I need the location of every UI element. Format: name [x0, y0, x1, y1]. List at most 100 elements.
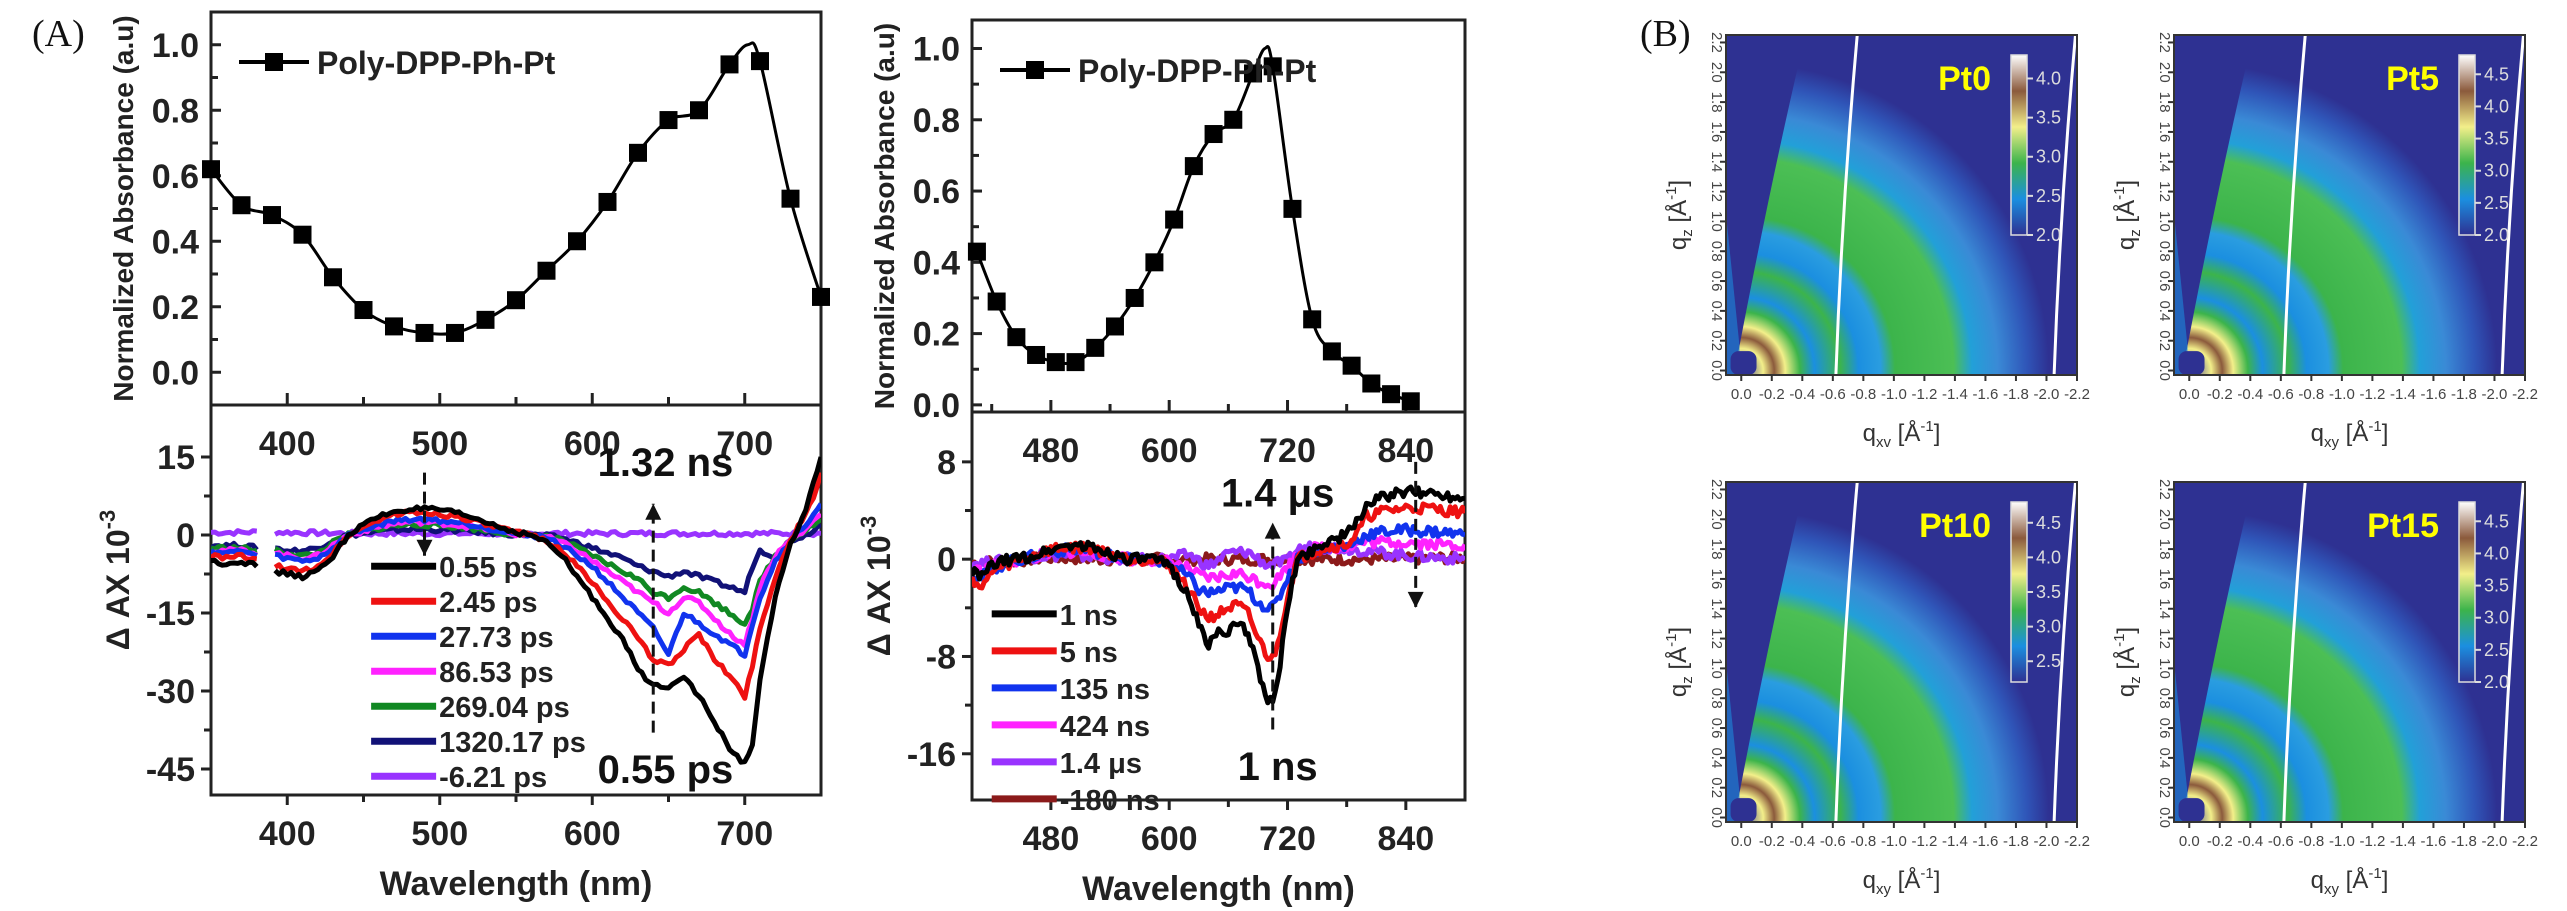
detector-gap-line [2052, 35, 2077, 375]
panel-a-label: (A) [32, 13, 85, 55]
data-point-marker [1184, 157, 1203, 176]
heatmap-frame [2173, 481, 2526, 823]
chart-abs-middle: 0.0 0.2 0.4 0.6 0.8 1.0 Normalized Absorbance … [869, 18, 1467, 470]
x-tick-label: -1.2 [1911, 833, 1937, 850]
colorbar-tick-label: 4.5 [2484, 64, 2509, 84]
series-line [972, 484, 1465, 706]
x-axis-label: qxy [Å-1] [2311, 865, 2389, 898]
x-tick-label: 0.0 [1731, 386, 1752, 403]
heatmap-label: Pt5 [2386, 60, 2439, 98]
y-tick-label: -16 [907, 736, 956, 774]
y-tick-label: 1.8 [1708, 539, 1725, 560]
detector-gap-line [1834, 35, 1859, 375]
x-tick-label: -1.4 [1942, 386, 1968, 403]
data-point-marker [1322, 342, 1341, 361]
heatmap-frame [2173, 34, 2526, 376]
colorbar-tick-label: 2.0 [2484, 672, 2509, 692]
data-point-marker [1027, 345, 1046, 364]
y-tick-label: 1.0 [913, 31, 960, 69]
series-line [211, 543, 258, 554]
colorbar-tick-label: 3.0 [2484, 161, 2509, 181]
x-tick-label: -0.8 [1850, 833, 1876, 850]
y-tick-label: 1.8 [1708, 92, 1725, 113]
x-tick-label: -2.2 [2512, 386, 2538, 403]
x-tick-label: 720 [1259, 820, 1316, 858]
y-tick-label: 1.6 [1708, 122, 1725, 143]
x-tick-label-top: 400 [259, 425, 316, 463]
y-tick-label: 0.0 [1708, 360, 1725, 381]
legend-label: 1320.17 ps [439, 727, 586, 759]
legend-label: -6.21 ps [439, 762, 547, 794]
series-line [211, 557, 259, 569]
y-tick-label: 2.2 [1708, 479, 1725, 500]
data-point-marker [720, 55, 739, 74]
series-line [273, 456, 821, 765]
heatmap-sliver [2174, 213, 2188, 375]
x-tick-label: 700 [716, 815, 773, 853]
data-point-marker [659, 111, 678, 130]
colorbar-tick-label: 3.5 [2484, 576, 2509, 596]
data-point-marker [1342, 356, 1361, 375]
x-tick-label: 480 [1023, 820, 1080, 858]
y-axis-label: qz [Å-1] [2111, 180, 2144, 250]
colorbar-tick-label: 4.5 [2484, 511, 2509, 531]
x-tick-label: -1.8 [2003, 386, 2029, 403]
legend-label: 1.4 μs [1060, 748, 1142, 780]
beamstop [1730, 798, 1757, 822]
series-line [211, 528, 258, 537]
annotation-arrow-head [416, 539, 433, 556]
x-tick-label-top: 600 [564, 425, 621, 463]
x-tick-label: -1.6 [2421, 386, 2447, 403]
x-tick-label: -0.4 [2237, 833, 2263, 850]
y-tick-label: 1.4 [1708, 598, 1725, 619]
data-point-marker [293, 225, 312, 244]
x-tick-label: 0.0 [1731, 833, 1752, 850]
legend-label: 5 ns [1060, 637, 1118, 669]
y-tick-label: 0.6 [913, 173, 960, 211]
y-tick-label: 0.8 [2156, 688, 2173, 709]
data-point-marker [1382, 385, 1401, 404]
y-tick-label: 2.0 [1708, 62, 1725, 83]
heatmap-panel-pt10: 0.00.20.40.60.81.01.21.41.61.82.02.20.0-… [1663, 479, 2090, 898]
colorbar-tick-label: 3.0 [2484, 608, 2509, 628]
series-line [209, 41, 823, 336]
y-tick-label: 2.2 [2156, 32, 2173, 53]
data-point-marker [1362, 374, 1381, 393]
y-tick-label: 0.0 [2156, 807, 2173, 828]
y-tick-label: 0.8 [1708, 688, 1725, 709]
x-tick-label: -1.0 [1881, 833, 1907, 850]
data-point-marker [1263, 57, 1282, 76]
x-tick-label: -0.6 [2268, 386, 2294, 403]
x-tick-label: 0.0 [2179, 833, 2200, 850]
colorbar-tick-label: 2.5 [2484, 640, 2509, 660]
x-tick-label: -1.2 [2359, 386, 2385, 403]
y-tick-label: 1.2 [1708, 181, 1725, 202]
colorbar-tick-label: 2.0 [2036, 225, 2061, 245]
y-tick-label: 2.0 [2156, 62, 2173, 83]
legend-label: -180 ns [1060, 785, 1160, 817]
x-tick-label: -0.8 [2298, 833, 2324, 850]
y-tick-label: 1.6 [1708, 569, 1725, 590]
colorbar-tick-label: 3.5 [2036, 582, 2061, 602]
y-tick-label: 0.8 [913, 102, 960, 140]
data-point-marker [751, 52, 769, 71]
colorbar-tick-label: 3.0 [2036, 617, 2061, 637]
y-axis-label: Δ AX 10-3 [95, 510, 136, 650]
x-tick-label-top: 720 [1259, 432, 1316, 470]
y-tick-label: 1.0 [2156, 658, 2173, 679]
heatmap-panel-pt0: 0.00.20.40.60.81.01.21.41.61.82.02.20.0-… [1663, 32, 2090, 451]
y-tick-label: 1.2 [2156, 628, 2173, 649]
detector-gap-line [2282, 35, 2307, 375]
data-point-marker [507, 291, 525, 310]
y-tick-label: 0.8 [1708, 241, 1725, 262]
heatmap-data-region [2186, 482, 2525, 822]
y-tick-label: 1.6 [2156, 122, 2173, 143]
x-tick-label: -0.8 [1850, 386, 1876, 403]
colorbar [2010, 54, 2028, 236]
data-point-marker [232, 196, 251, 215]
colorbar-tick-label: 4.0 [2484, 96, 2509, 116]
y-tick-label: 0.0 [152, 354, 199, 392]
heatmap-frame [1725, 34, 2078, 376]
y-tick-label: 0.2 [152, 289, 199, 327]
